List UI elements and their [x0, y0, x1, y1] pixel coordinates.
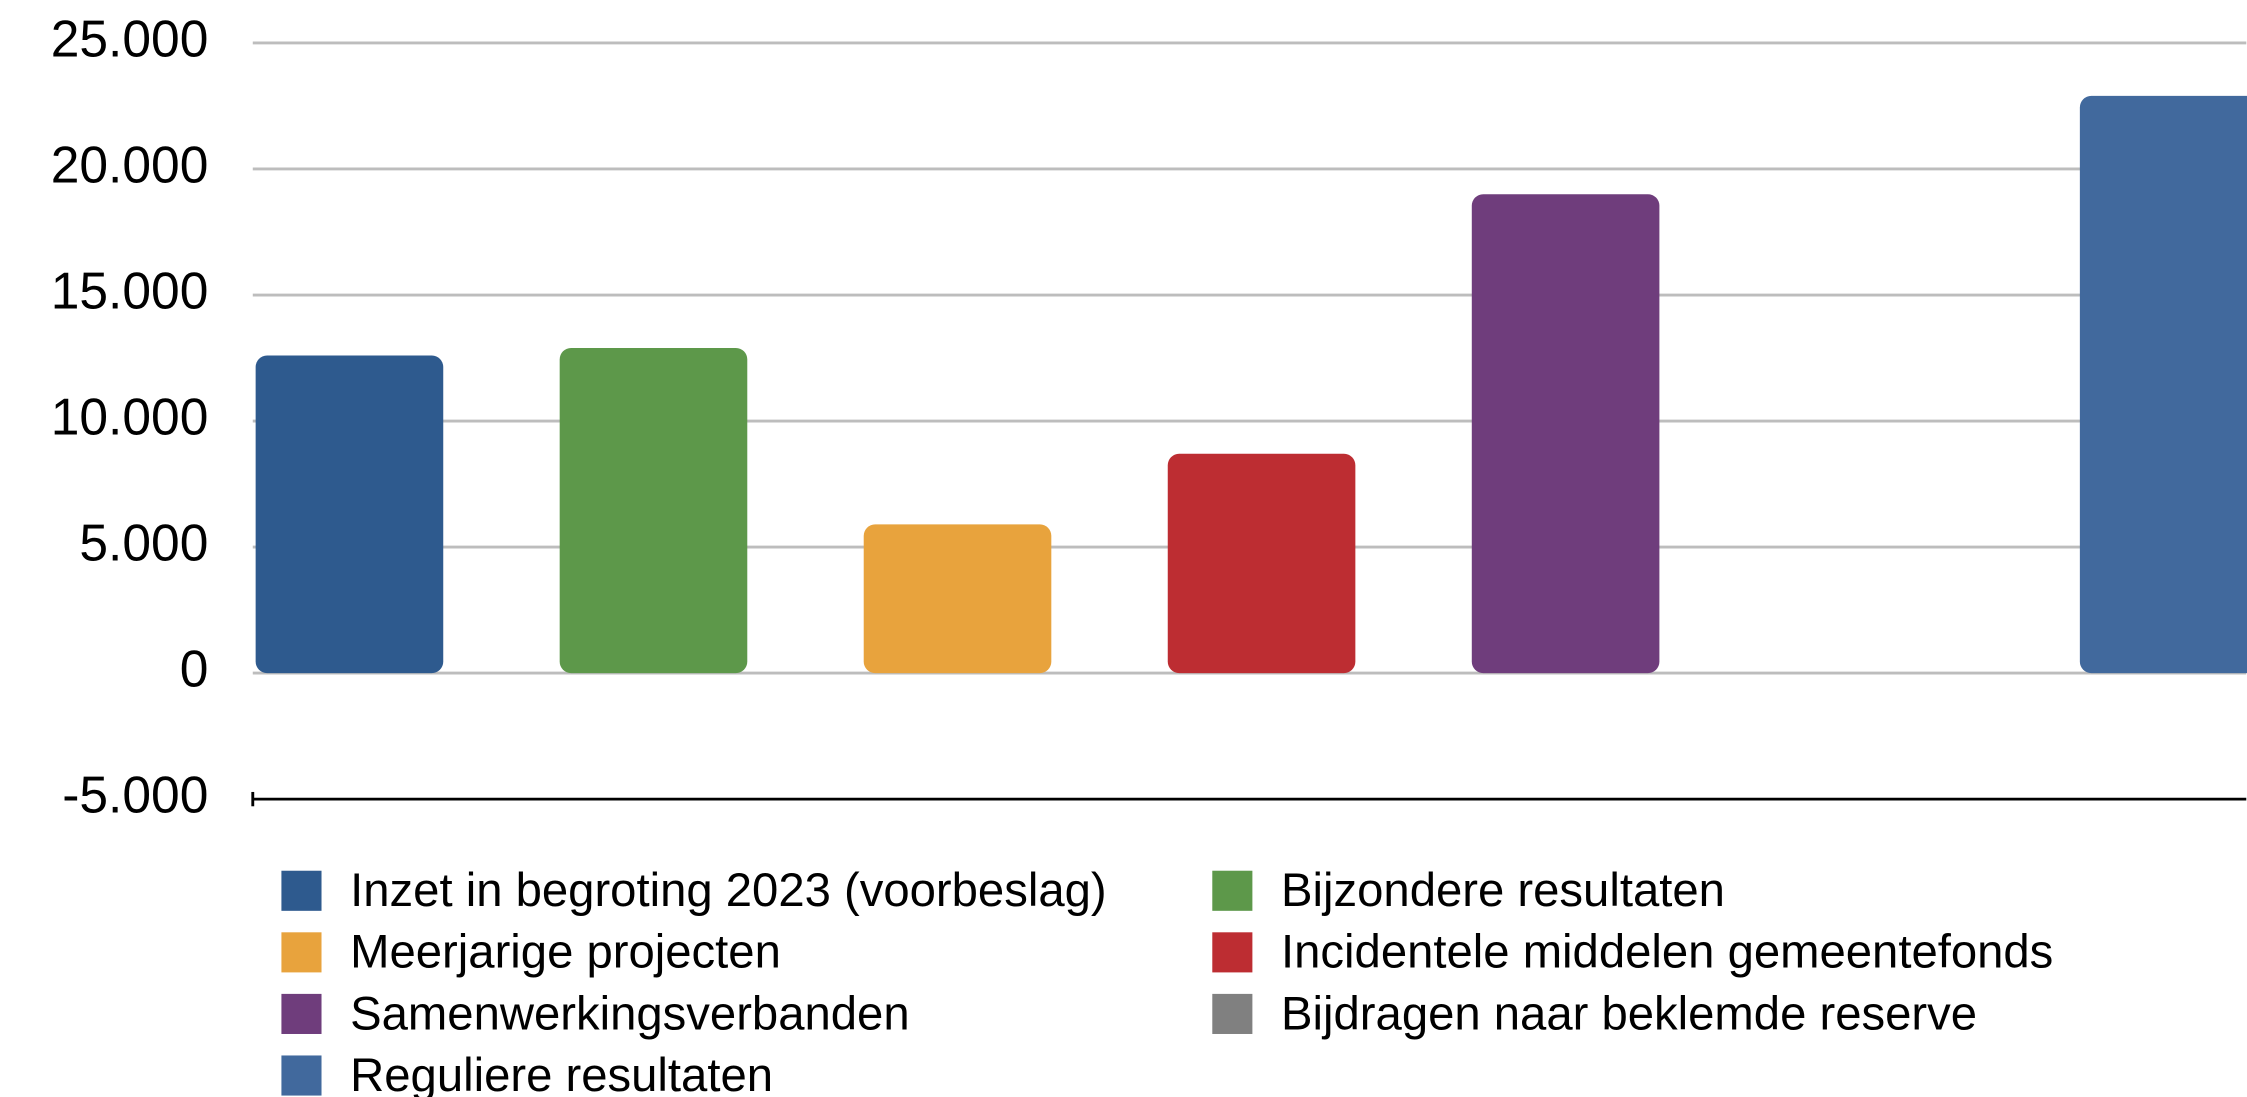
- bar: [1471, 194, 1660, 674]
- legend-label: Bijdragen naar beklemde reserve: [1281, 987, 1977, 1040]
- y-tick-label: 15.000: [51, 262, 209, 320]
- bar: [2079, 95, 2247, 674]
- bar: [863, 524, 1052, 674]
- legend-label: Samenwerkingsverbanden: [350, 987, 909, 1040]
- legend-swatch: [1212, 932, 1253, 973]
- legend-swatch: [281, 1055, 322, 1096]
- y-tick-label: 25.000: [51, 10, 209, 68]
- bar: [1167, 453, 1356, 674]
- bar: [255, 355, 444, 674]
- legend-swatch: [1212, 993, 1253, 1034]
- y-tick-label: 20.000: [51, 136, 209, 194]
- bar: [559, 347, 748, 674]
- y-tick-label: 5.000: [79, 514, 208, 572]
- legend-label: Reguliere resultaten: [350, 1049, 773, 1097]
- legend-label: Bijzondere resultaten: [1281, 864, 1725, 917]
- legend-swatch: [281, 932, 322, 973]
- legend-swatch: [281, 870, 322, 911]
- legend-label: Meerjarige projecten: [350, 926, 781, 979]
- legend-label: Incidentele middelen gemeentefonds: [1281, 926, 2053, 979]
- y-tick-label: 0: [180, 640, 209, 698]
- legend-swatch: [1212, 870, 1253, 911]
- y-tick-label: 10.000: [51, 388, 209, 446]
- legend-label: Inzet in begroting 2023 (voorbeslag): [350, 864, 1107, 917]
- y-tick-label: -5.000: [62, 766, 208, 824]
- legend-swatch: [281, 993, 322, 1034]
